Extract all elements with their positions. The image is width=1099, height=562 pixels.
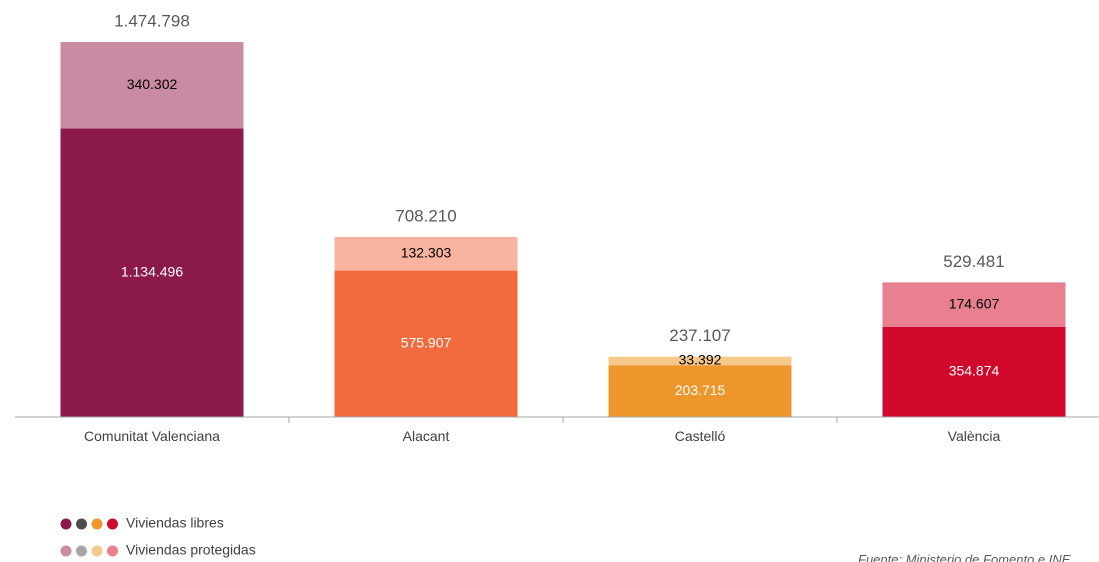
- total-label: 708.210: [395, 206, 456, 225]
- value-label: 203.715: [675, 382, 726, 398]
- value-label: 340.302: [127, 76, 178, 92]
- legend-swatch: [76, 545, 87, 557]
- bar-segment: [334, 270, 518, 417]
- total-label: 1.474.798: [114, 11, 190, 30]
- value-label: 1.134.496: [121, 263, 183, 279]
- bar-segment: [334, 236, 518, 271]
- bar-segment: [60, 42, 244, 129]
- bar-segment: [882, 282, 1066, 327]
- value-label: 174.607: [949, 295, 1000, 311]
- source: Fuente: Ministerio de Fomento e INE: [858, 552, 1071, 562]
- legend-swatch: [91, 545, 103, 557]
- bar-segment: [608, 356, 792, 366]
- x-tick-label: Castelló: [674, 428, 726, 444]
- legend-swatch: [91, 518, 103, 530]
- legend-label: Viviendas libres: [126, 515, 224, 531]
- x-tick-label: València: [947, 428, 1001, 444]
- total-label: 529.481: [943, 252, 1004, 271]
- legend-swatch: [107, 518, 118, 530]
- value-label: 132.303: [401, 244, 452, 260]
- legend-swatch: [76, 518, 87, 530]
- legend-swatch: [60, 545, 72, 557]
- legend-swatch: [60, 518, 72, 530]
- total-label: 237.107: [669, 326, 730, 345]
- bar-segment: [882, 326, 1066, 417]
- value-label: 575.907: [401, 334, 452, 350]
- bar-segment: [608, 365, 792, 417]
- legend-label: Viviendas protegidas: [126, 542, 256, 558]
- value-label: 33.392: [679, 352, 722, 368]
- bar-segment: [60, 128, 244, 418]
- value-label: 354.874: [949, 363, 1000, 379]
- x-tick-label: Comunitat Valenciana: [84, 428, 220, 444]
- legend-swatch: [107, 545, 118, 557]
- x-tick-label: Alacant: [402, 428, 450, 444]
